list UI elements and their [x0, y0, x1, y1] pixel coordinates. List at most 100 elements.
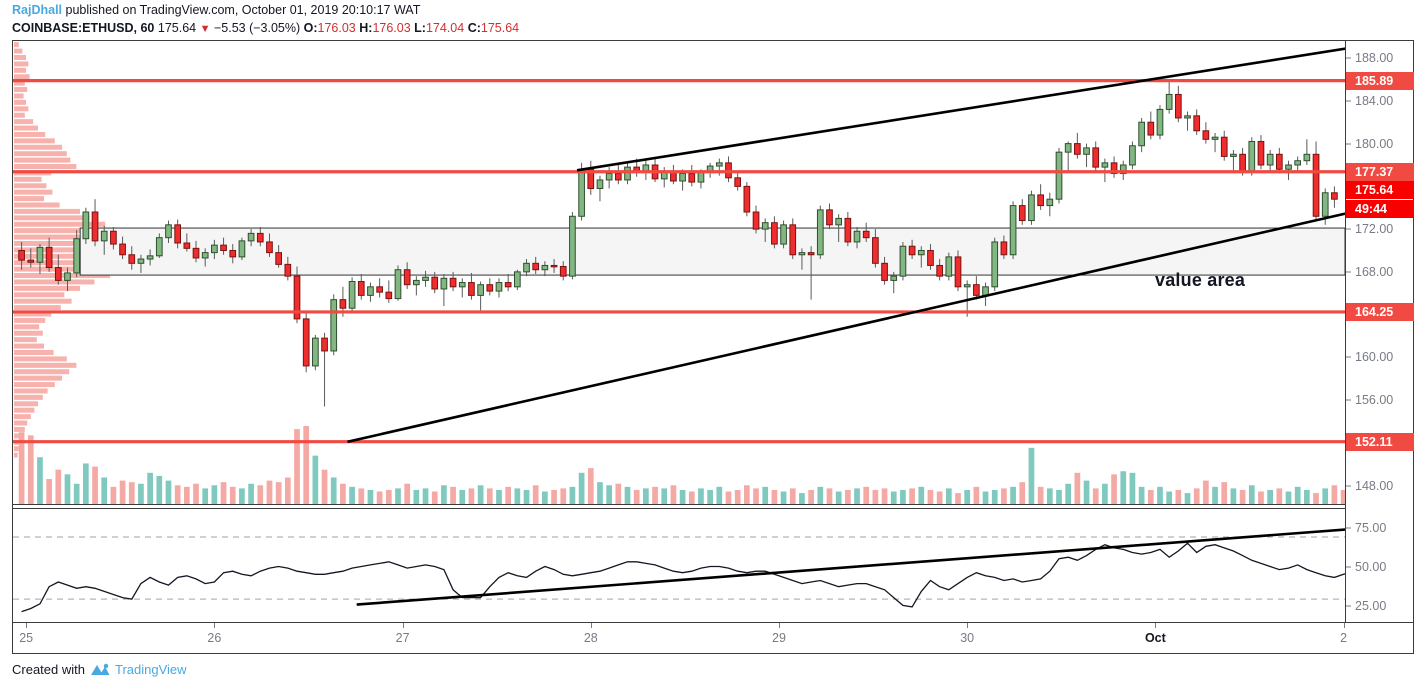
time-tick-label: 29: [772, 631, 786, 645]
profile-bin: [14, 48, 23, 54]
axis-tick-mark: [1346, 143, 1351, 145]
open-value: 176.03: [317, 21, 356, 35]
volume-bar: [542, 491, 548, 504]
close-key: C:: [467, 21, 481, 35]
volume-bar: [1239, 489, 1246, 504]
level-price-badge[interactable]: 185.89: [1346, 71, 1414, 90]
profile-bin: [14, 131, 46, 137]
rsi-plot[interactable]: [13, 509, 1345, 623]
price-tick-label: 180.00: [1355, 136, 1394, 151]
profile-bin: [14, 433, 23, 439]
volume-bar: [303, 426, 310, 504]
candle-body: [1000, 241, 1008, 256]
volume-bar: [835, 491, 842, 504]
volume-bar: [1083, 480, 1090, 504]
candle-body: [64, 272, 71, 281]
volume-bar: [633, 489, 640, 504]
price-tick-label: 184.00: [1355, 93, 1394, 108]
candle-body: [927, 249, 934, 266]
profile-bin: [14, 234, 86, 240]
volume-bar: [1331, 485, 1338, 504]
candle-body: [1119, 164, 1127, 175]
candle-body: [1028, 194, 1035, 222]
price-change-label: −5.53 (−3.05%): [213, 21, 301, 35]
volume-bar: [1010, 486, 1016, 504]
volume-bar: [817, 486, 824, 504]
price-tick-label: 168.00: [1355, 264, 1394, 279]
candle-body: [688, 173, 696, 183]
level-price-badge[interactable]: 177.37: [1346, 162, 1414, 181]
candle-body: [917, 249, 925, 256]
profile-bin: [14, 420, 28, 426]
rsi-trendline: [356, 528, 1345, 606]
candle-body: [798, 252, 806, 256]
volume-bar: [147, 472, 153, 504]
price-plot[interactable]: [13, 41, 1345, 507]
time-tick-mark: [214, 623, 216, 628]
profile-bin: [14, 369, 70, 375]
level-price-badge[interactable]: 164.25: [1346, 302, 1414, 321]
volume-bar: [1120, 471, 1127, 504]
profile-bin: [14, 260, 106, 266]
candle-body: [752, 211, 760, 230]
profile-bin: [14, 80, 25, 86]
volume-bar: [643, 488, 649, 504]
profile-bin: [14, 401, 38, 407]
close-value: 175.64: [480, 21, 520, 35]
profile-bin: [14, 189, 53, 195]
candle-body: [624, 166, 631, 181]
footer-credit: Created with TradingView: [12, 662, 187, 677]
chart-frame[interactable]: 188.00 185.89 184.00 180.00 177.37 175.64 172.…: [12, 40, 1414, 623]
candle-body: [1303, 153, 1311, 162]
last-price-badge[interactable]: 175.64: [1346, 181, 1414, 200]
profile-bin: [14, 125, 38, 131]
candle-body: [1285, 164, 1292, 170]
candle-body: [734, 177, 742, 187]
volume-bar: [1340, 489, 1345, 504]
low-key: L:: [414, 21, 426, 35]
candle-body: [45, 246, 53, 269]
volume-bar: [367, 489, 374, 504]
time-tick-label: 25: [19, 631, 34, 645]
volume-bar: [413, 489, 420, 504]
candle-body: [293, 275, 301, 320]
volume-bar: [422, 488, 429, 504]
candle-body: [816, 209, 824, 256]
volume-bar: [955, 493, 961, 504]
candle-body: [973, 284, 980, 296]
oscillator-pane[interactable]: [13, 508, 1345, 623]
profile-bin: [14, 183, 47, 189]
volume-bar: [119, 480, 126, 504]
volume-bar: [597, 482, 603, 504]
profile-bin: [14, 106, 29, 112]
candle-body: [1129, 145, 1136, 166]
volume-bar: [789, 488, 796, 504]
candle-body: [495, 282, 503, 292]
price-pane[interactable]: [13, 41, 1345, 507]
volume-bar: [1313, 493, 1319, 504]
volume-bar: [1294, 486, 1301, 504]
volume-bar: [1092, 488, 1099, 504]
volume-bar: [799, 493, 805, 504]
volume-bar: [202, 488, 209, 504]
price-axis[interactable]: 188.00 185.89 184.00 180.00 177.37 175.64 172.…: [1346, 41, 1414, 623]
candle-body: [394, 269, 402, 300]
level-price-badge[interactable]: 152.11: [1346, 432, 1414, 451]
high-value: 176.03: [372, 21, 411, 35]
volume-bar: [881, 488, 888, 504]
volume-bar: [404, 483, 411, 504]
candle-body: [422, 276, 429, 281]
time-tick-mark: [778, 623, 780, 628]
candle-body: [780, 224, 787, 245]
volume-bar: [376, 491, 383, 504]
volume-bar: [624, 486, 631, 504]
time-axis[interactable]: 25 26 27 28 29 30 Oct 2: [12, 623, 1414, 654]
volume-bar: [1184, 493, 1191, 504]
candle-body: [862, 230, 870, 239]
candle-body: [1074, 143, 1081, 155]
volume-bar: [753, 488, 759, 504]
candle-body: [1230, 153, 1237, 157]
candle-body: [27, 259, 35, 263]
candle-body: [1101, 162, 1109, 168]
